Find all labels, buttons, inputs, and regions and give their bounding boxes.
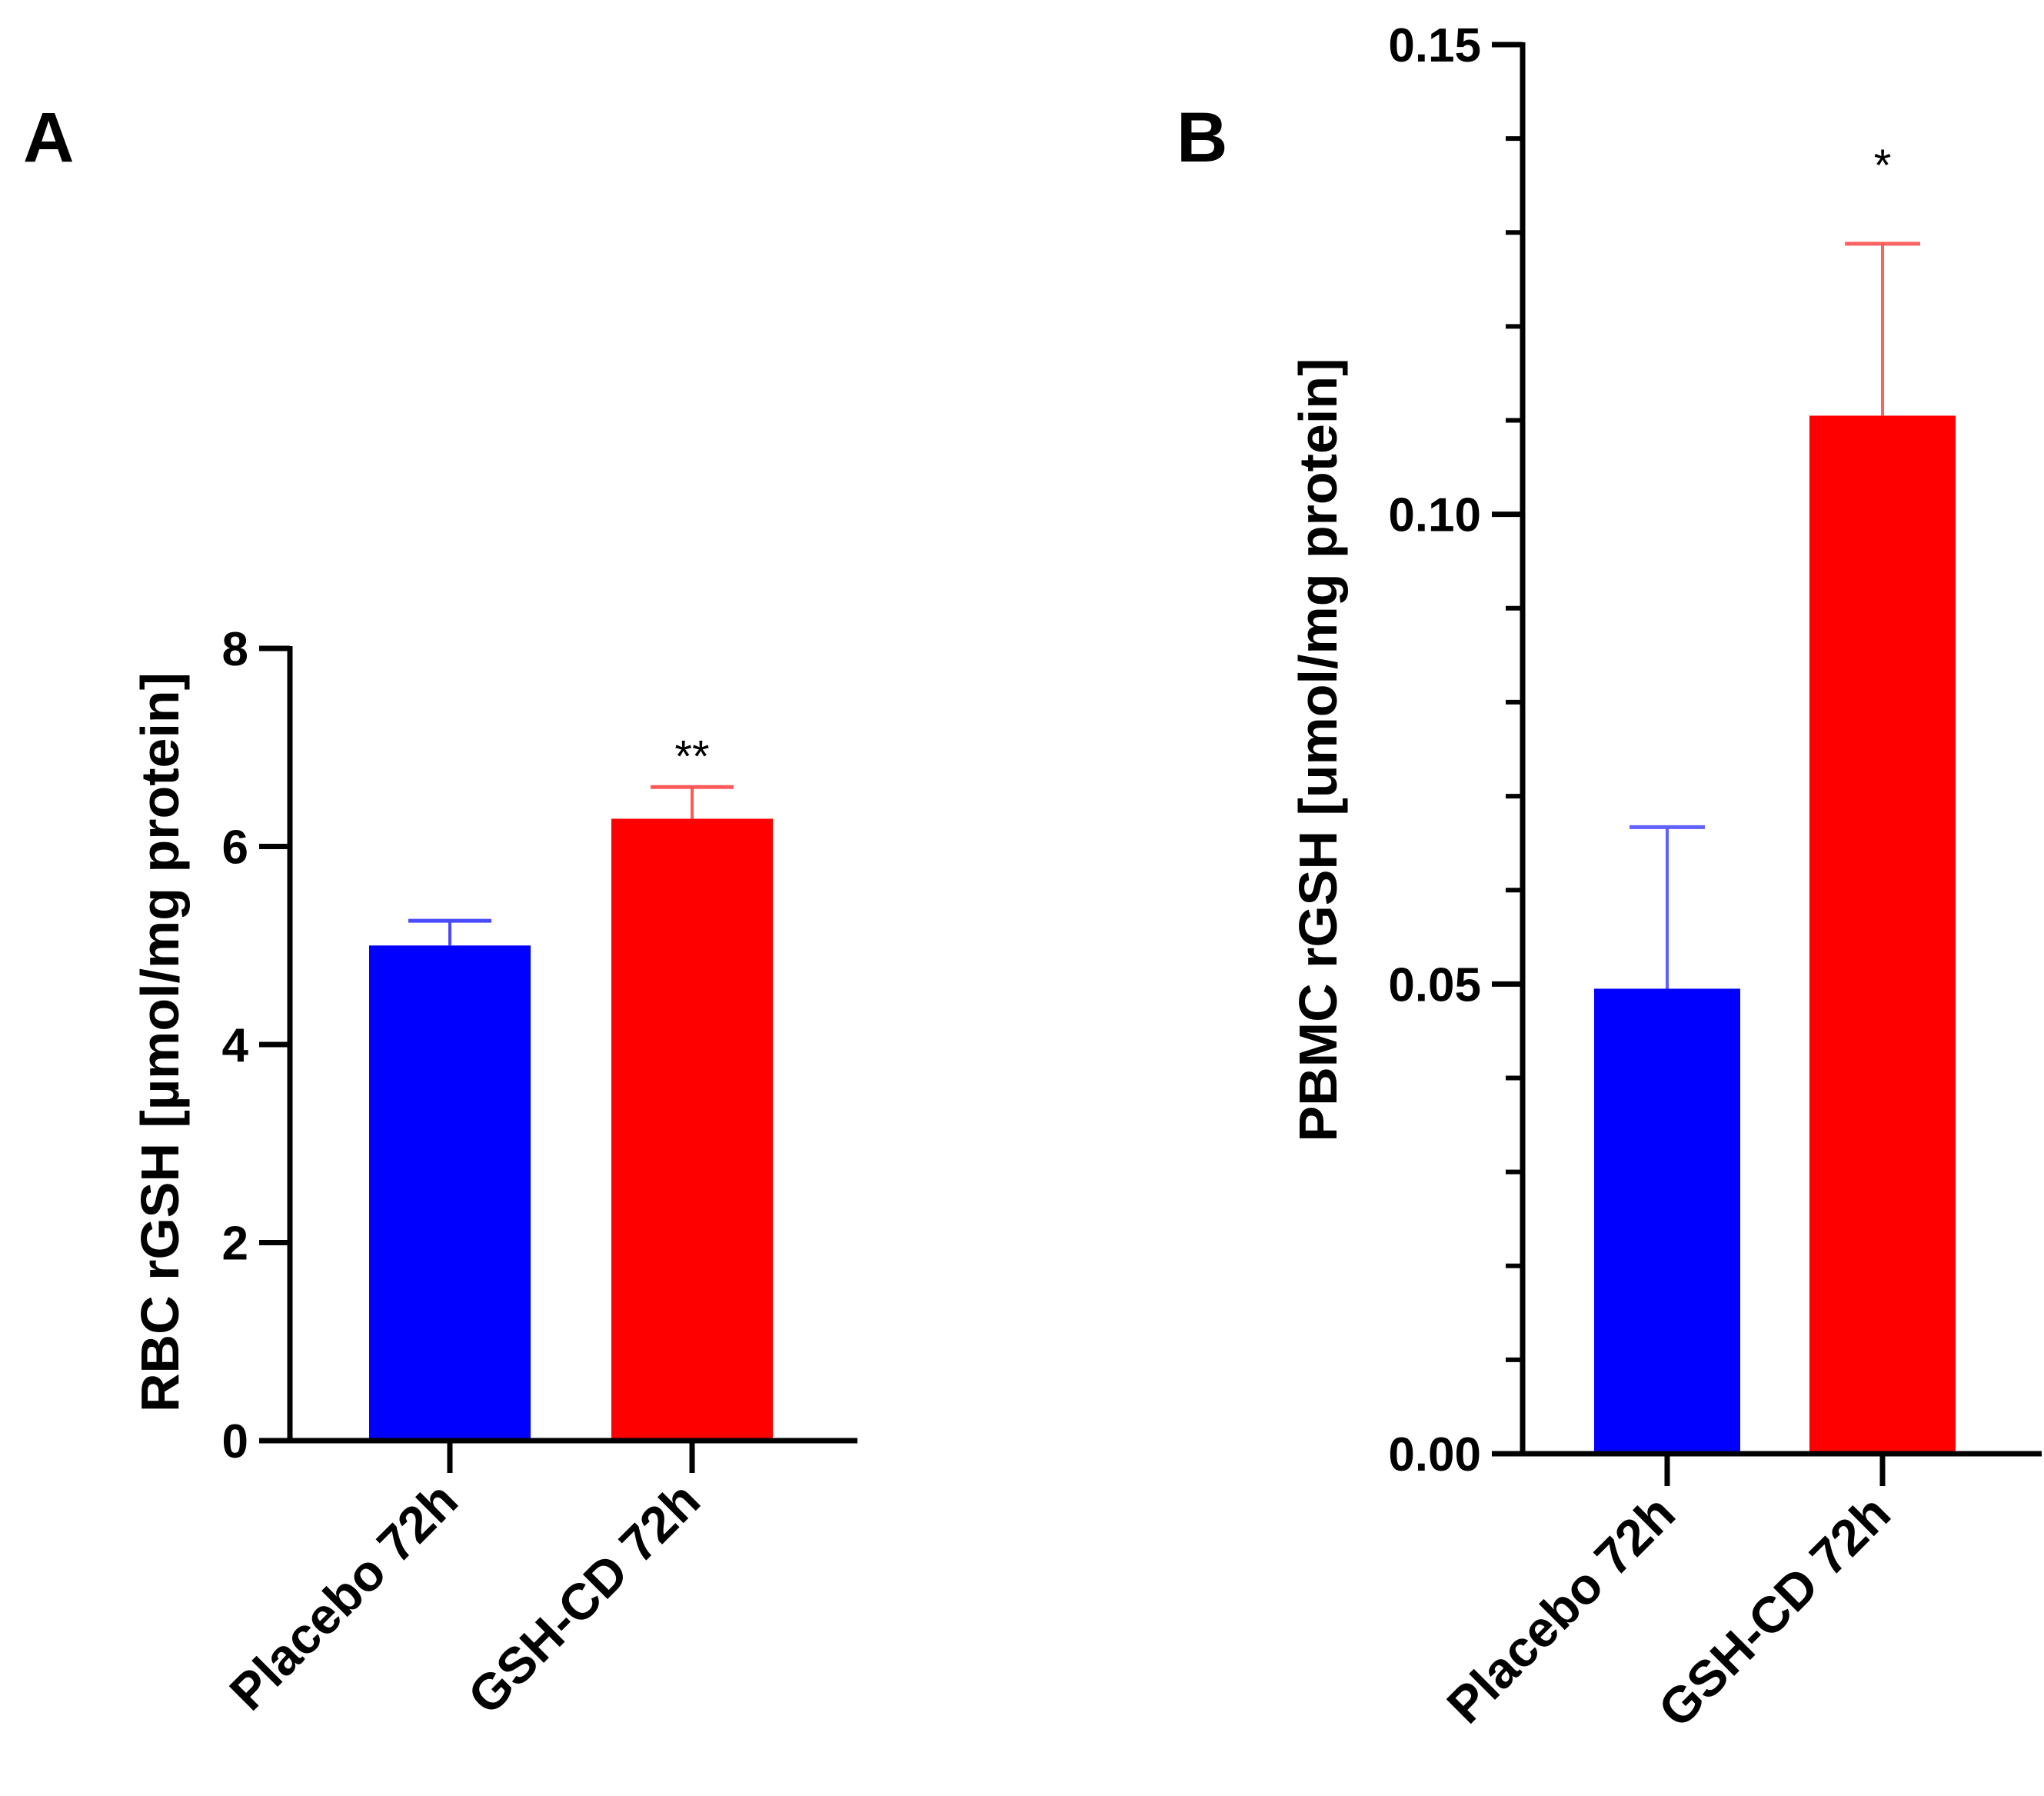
a-y-tick-label-3: 6 xyxy=(222,821,248,875)
b-y-tick-label-2: 0.10 xyxy=(1388,489,1481,542)
b-bar-2 xyxy=(1809,415,1956,1454)
panel-a-significance: ** xyxy=(674,731,709,781)
b-y-tick-label-3: 0.15 xyxy=(1388,19,1481,72)
a-y-tick-label-0: 0 xyxy=(222,1415,248,1468)
a-bar-2 xyxy=(611,818,773,1441)
panel-a-y-axis-title: RBC rGSH [µmol/mg protein] xyxy=(130,672,190,1412)
panel-a-error-bars xyxy=(408,785,734,946)
panel-b-y-axis-title: PBMC rGSH [umol/mg protein] xyxy=(1288,358,1348,1142)
a-category-label-2: GSH-CD 72h xyxy=(457,1471,711,1725)
b-error-bar-2 xyxy=(1845,242,1920,416)
panel-b-significance: * xyxy=(1874,141,1892,191)
panel-b-letter: B xyxy=(1177,98,1227,177)
b-significance-label-2: * xyxy=(1874,141,1892,191)
b-bar-1 xyxy=(1594,988,1740,1454)
b-y-tick-label-1: 0.05 xyxy=(1388,958,1481,1011)
b-error-bar-1 xyxy=(1630,825,1705,989)
b-y-tick-label-0: 0.00 xyxy=(1388,1428,1481,1481)
panel-b-error-bars xyxy=(1630,242,1920,989)
a-error-bar-1 xyxy=(408,918,491,946)
panel-b-bars xyxy=(1594,415,1956,1454)
a-y-tick-label-1: 2 xyxy=(222,1218,248,1271)
a-y-tick-label-2: 4 xyxy=(222,1019,249,1072)
panel-a-bars xyxy=(369,818,773,1441)
a-y-tick-label-4: 8 xyxy=(222,623,248,676)
a-bar-1 xyxy=(369,945,531,1441)
b-category-label-2: GSH-CD 72h xyxy=(1647,1484,1901,1738)
a-category-label-1: Placebo 72h xyxy=(218,1471,468,1721)
panel-a-letter: A xyxy=(23,98,74,177)
a-error-bar-2 xyxy=(651,785,734,819)
a-significance-label-2: ** xyxy=(674,731,709,781)
